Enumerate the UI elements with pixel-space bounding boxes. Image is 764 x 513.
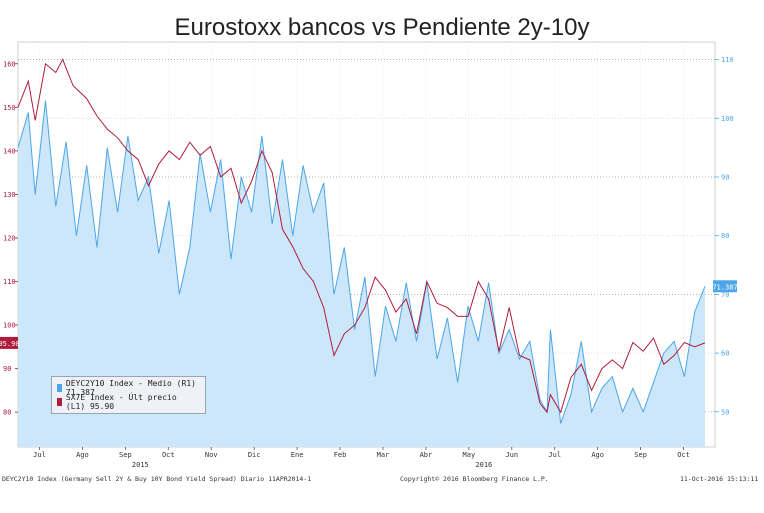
x-tick-label-14: Sep xyxy=(634,451,647,459)
x-tick-label-3: Oct xyxy=(162,451,175,459)
legend-label-banks: SX7E Index - Últ precio (L1) 95.90 xyxy=(65,393,177,411)
left-tick-label-140: 140 xyxy=(3,147,16,155)
x-tick-label-11: Jun xyxy=(505,451,518,459)
right-tick-label-100: 100 xyxy=(721,115,734,123)
footer-left: DEYC2Y10 Index (Germany Sell 2Y & Buy 10… xyxy=(2,475,311,483)
x-tick-label-5: Dic xyxy=(248,451,261,459)
x-axis-ticks: Jul Ago Sep Oct Nov Dic Ene Feb Mar Abr May Jun Jul A… xyxy=(33,447,690,469)
left-axis-ticks: 160 150 140 130 120 110 100 90 80 xyxy=(3,60,18,417)
left-last-value-label: 95.90 xyxy=(0,340,20,348)
left-tick-label-130: 130 xyxy=(3,191,16,199)
footer-right: 11-Oct-2016 15:13:11 xyxy=(680,475,758,483)
left-last-value-box xyxy=(0,336,18,349)
year-label-2015: 2015 xyxy=(132,461,149,469)
right-tick-label-80: 80 xyxy=(721,232,729,240)
left-tick-label-80: 80 xyxy=(3,409,11,417)
legend: DEYC2Y10 Index - Medio (R1) 71.387 SX7E … xyxy=(51,376,206,414)
legend-item-banks: SX7E Index - Últ precio (L1) 95.90 xyxy=(57,393,200,411)
x-tick-label-10: May xyxy=(463,451,476,459)
left-tick-label-110: 110 xyxy=(3,278,16,286)
x-tick-label-13: Ago xyxy=(591,451,604,459)
x-tick-label-8: Mar xyxy=(377,451,390,459)
right-last-value-box xyxy=(713,280,737,293)
left-tick-label-120: 120 xyxy=(3,234,16,242)
left-tick-label-150: 150 xyxy=(3,104,16,112)
footer-center: Copyright© 2016 Bloomberg Finance L.P. xyxy=(400,475,549,483)
legend-swatch-banks xyxy=(57,398,62,406)
x-tick-label-1: Ago xyxy=(76,451,89,459)
x-tick-label-6: Ene xyxy=(291,451,304,459)
right-last-value-label: 71.387 xyxy=(712,283,737,291)
year-label-2016: 2016 xyxy=(475,461,492,469)
x-tick-label-4: Nov xyxy=(205,451,218,459)
right-axis-ticks: 110 100 90 80 70 60 50 xyxy=(715,56,734,416)
legend-label-spread: DEYC2Y10 Index - Medio (R1) 71.387 xyxy=(65,379,196,397)
right-tick-label-60: 60 xyxy=(721,350,729,358)
x-tick-label-15: Oct xyxy=(677,451,690,459)
x-tick-label-9: Abr xyxy=(420,451,433,459)
x-tick-label-7: Feb xyxy=(334,451,347,459)
x-tick-label-0: Jul xyxy=(33,451,46,459)
series-line-1 xyxy=(17,58,706,414)
left-tick-label-90: 90 xyxy=(3,365,11,373)
right-tick-label-50: 50 xyxy=(721,408,729,416)
chart-title: Eurostoxx bancos vs Pendiente 2y-10y xyxy=(174,14,590,41)
series-area-0 xyxy=(18,100,705,447)
right-tick-label-70: 70 xyxy=(721,291,729,299)
right-tick-label-90: 90 xyxy=(721,174,729,182)
right-tick-label-110: 110 xyxy=(721,56,734,64)
legend-swatch-spread xyxy=(57,384,62,392)
left-tick-label-160: 160 xyxy=(3,60,16,68)
legend-item-spread: DEYC2Y10 Index - Medio (R1) 71.387 xyxy=(57,379,200,397)
series-line-0 xyxy=(17,100,706,424)
left-tick-label-100: 100 xyxy=(3,322,16,330)
last-value-markers: 71.387 95.90 xyxy=(0,280,738,349)
series-layer xyxy=(17,58,706,447)
x-tick-label-2: Sep xyxy=(119,451,132,459)
x-tick-label-12: Jul xyxy=(548,451,561,459)
